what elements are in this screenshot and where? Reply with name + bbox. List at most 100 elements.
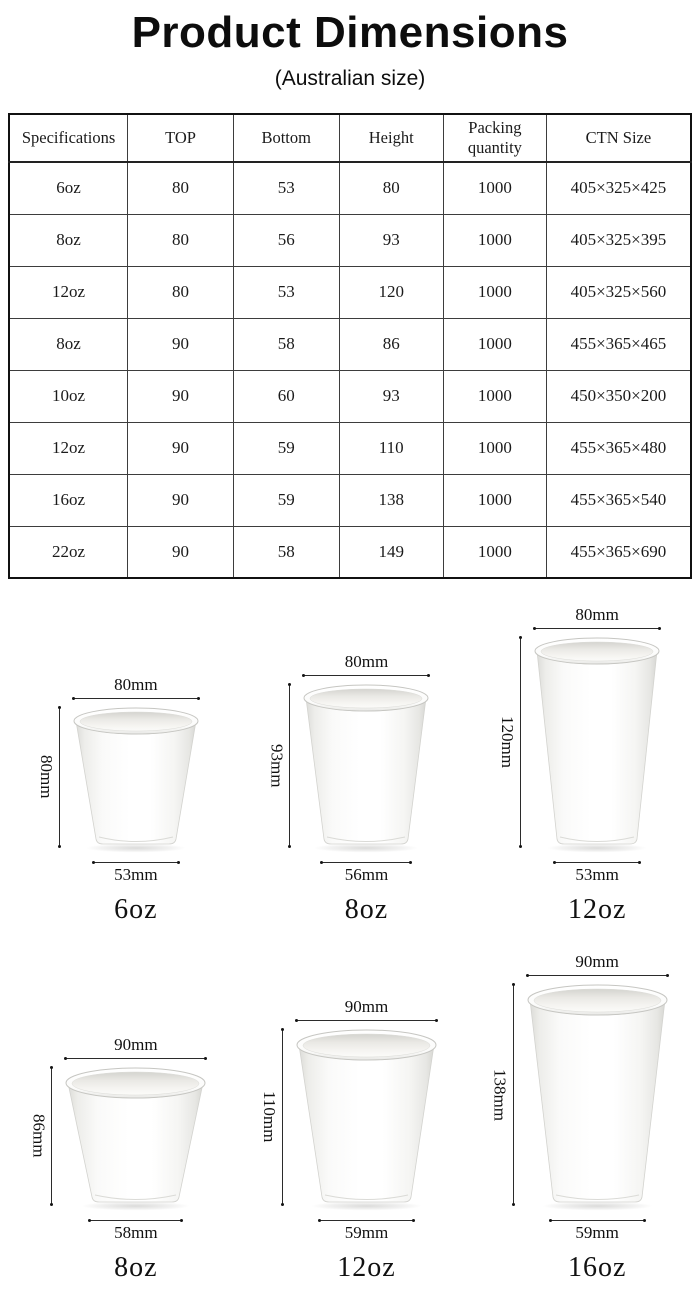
height-dimension-label: 138mm: [490, 1068, 510, 1121]
paper-cup-image: [61, 1067, 210, 1215]
table-row: 6oz 80 53 80 1000 405×325×425: [8, 161, 692, 215]
top-dimension: 80mm: [71, 675, 200, 700]
paper-cup-image: [299, 684, 433, 857]
cup-size-label: 6oz: [114, 894, 158, 925]
table-cell: 8oz: [8, 317, 129, 371]
table-cell: 93: [338, 369, 444, 423]
height-dimension-line: [280, 1028, 284, 1206]
table-cell: 12oz: [8, 265, 129, 319]
table-cell: 53: [232, 265, 340, 319]
col-header-ctn-size: CTN Size: [545, 113, 692, 163]
table-cell: 405×325×395: [545, 213, 692, 267]
table-cell: 59: [232, 473, 340, 527]
top-dimension: 90mm: [525, 952, 669, 977]
table-cell: 1000: [442, 213, 547, 267]
top-dimension-line: [525, 974, 669, 977]
cup-size-label: 12oz: [567, 894, 627, 925]
cup-figure-12oz-90: 110mm 90mm: [259, 997, 441, 1284]
table-cell: 1000: [442, 317, 547, 371]
table-cell: 1000: [442, 369, 547, 423]
cup-figure-16oz: 138mm 90mm: [490, 952, 672, 1284]
height-dimension-line: [50, 1066, 54, 1206]
table-cell: 455×365×540: [545, 473, 692, 527]
bottom-dimension-label: 53mm: [575, 865, 619, 884]
top-dimension: 90mm: [294, 997, 438, 1022]
height-dimension-line: [519, 636, 523, 848]
table-row: 10oz 90 60 93 1000 450×350×200: [8, 369, 692, 423]
table-cell: 90: [127, 317, 234, 371]
paper-cup-image: [530, 637, 664, 857]
table-cell: 80: [127, 213, 234, 267]
table-cell: 56: [232, 213, 340, 267]
table-cell: 22oz: [8, 525, 129, 579]
top-dimension: 80mm: [533, 605, 662, 630]
table-cell: 450×350×200: [545, 369, 692, 423]
table-cell: 1000: [442, 525, 547, 579]
table-cell: 80: [127, 161, 234, 215]
paper-cup-image: [69, 707, 203, 857]
height-dimension-label: 86mm: [29, 1114, 49, 1158]
bottom-dimension: 58mm: [88, 1219, 184, 1243]
height-dimension-line: [511, 983, 515, 1206]
table-cell: 455×365×465: [545, 317, 692, 371]
bottom-dimension-label: 53mm: [114, 865, 158, 884]
height-dimension-label: 80mm: [36, 755, 56, 799]
table-cell: 6oz: [8, 161, 129, 215]
table-row: 16oz 90 59 138 1000 455×365×540: [8, 473, 692, 527]
top-dimension-line: [71, 697, 200, 700]
cup-size-label: 16oz: [567, 1252, 627, 1283]
height-dimension-label: 93mm: [267, 743, 287, 788]
col-header-packing-quantity: Packing quantity: [442, 113, 547, 163]
bottom-dimension-label: 56mm: [344, 865, 389, 884]
height-dimension: 80mm: [36, 706, 61, 848]
cup-diagrams: 80mm 80mm: [0, 605, 700, 1284]
height-dimension: 110mm: [259, 1028, 284, 1206]
paper-cup-image: [292, 1029, 441, 1215]
height-dimension-label: 120mm: [498, 716, 518, 768]
bottom-dimension-label: 58mm: [114, 1223, 158, 1242]
height-dimension: 138mm: [490, 983, 515, 1206]
top-dimension-label: 90mm: [575, 952, 619, 971]
top-dimension: 80mm: [302, 652, 431, 677]
cup-figure-8oz: 93mm 80mm: [266, 652, 433, 926]
table-cell: 53: [232, 161, 340, 215]
bottom-dimension: 56mm: [320, 861, 413, 885]
table-cell: 1000: [442, 161, 547, 215]
height-dimension: 120mm: [497, 636, 523, 848]
top-dimension-label: 80mm: [114, 675, 158, 694]
table-cell: 86: [338, 317, 444, 371]
page-title: Product Dimensions: [131, 8, 569, 57]
table-cell: 16oz: [8, 473, 129, 527]
table-cell: 405×325×560: [545, 265, 692, 319]
col-header-height: Height: [338, 113, 444, 163]
table-cell: 90: [127, 421, 234, 475]
top-dimension-line: [64, 1057, 208, 1060]
top-dimension-label: 90mm: [114, 1035, 158, 1054]
bottom-dimension: 53mm: [553, 861, 642, 885]
table-cell: 80: [338, 161, 444, 215]
cup-figure-12oz: 120mm 80mm: [497, 605, 664, 926]
height-dimension-label: 110mm: [259, 1091, 279, 1143]
height-dimension: 93mm: [266, 683, 292, 848]
table-cell: 405×325×425: [545, 161, 692, 215]
table-row: 8oz 80 56 93 1000 405×325×395: [8, 213, 692, 267]
table-cell: 58: [232, 525, 340, 579]
bottom-dimension: 59mm: [548, 1219, 646, 1243]
table-cell: 455×365×690: [545, 525, 692, 579]
cup-figure-6oz: 80mm 80mm: [36, 675, 203, 926]
col-header-specifications: Specifications: [8, 113, 129, 163]
top-dimension-line: [302, 674, 431, 677]
table-cell: 93: [338, 213, 444, 267]
spec-table: Specifications TOP Bottom Height Packing…: [8, 113, 692, 579]
cup-size-label: 12oz: [337, 1252, 396, 1283]
table-cell: 90: [127, 369, 234, 423]
bottom-dimension-line: [91, 861, 180, 864]
bottom-dimension-line: [548, 1219, 646, 1222]
table-row: 8oz 90 58 86 1000 455×365×465: [8, 317, 692, 371]
bottom-dimension-line: [88, 1219, 184, 1222]
paper-cup-image: [523, 984, 672, 1215]
table-cell: 10oz: [8, 369, 129, 423]
table-cell: 60: [232, 369, 340, 423]
top-dimension-label: 80mm: [575, 605, 619, 624]
height-dimension-line: [288, 683, 292, 848]
